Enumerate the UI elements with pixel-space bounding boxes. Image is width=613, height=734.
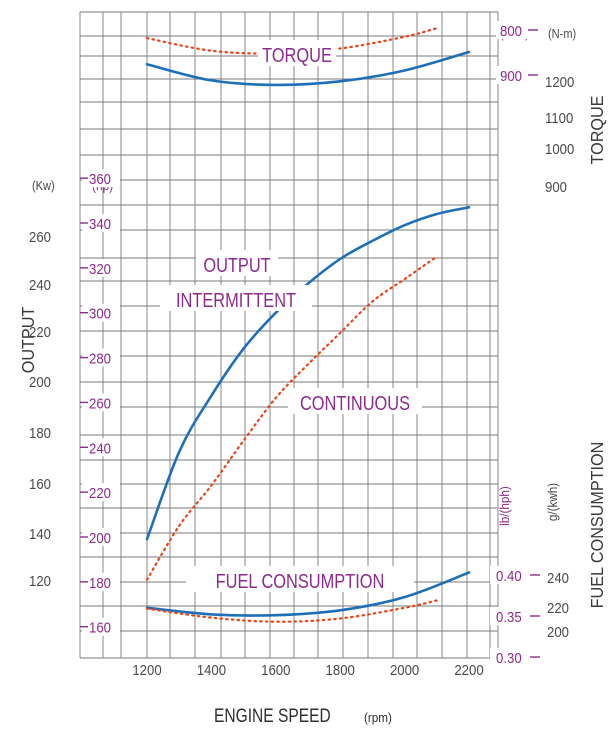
output-axis-title: OUTPUT [18, 306, 38, 373]
intermittent-label: INTERMITTENT [176, 288, 296, 311]
kw-tick-label: 220 [29, 323, 51, 340]
hp-tick-bg [82, 169, 120, 188]
hp-tick-label: 280 [89, 350, 111, 367]
torque-label-bg [258, 40, 336, 66]
hp-tick-bg [82, 483, 120, 502]
hp-tick-bg [82, 258, 120, 277]
lb-tick-bg [490, 607, 542, 625]
kw-tick-label: 140 [29, 525, 51, 542]
output-label: OUTPUT [203, 253, 270, 276]
kw-tick-label: 160 [29, 475, 51, 492]
g-kwh-tick-label: 240 [547, 569, 569, 586]
hp-tick-label: 160 [89, 619, 111, 636]
fuel-consumption-label: FUEL CONSUMPTION [216, 569, 385, 592]
lb-tick-label: 0.35 [496, 608, 522, 625]
kw-tick-label: 120 [29, 572, 51, 589]
chart-grid [79, 11, 499, 659]
output-label-bg [196, 250, 278, 276]
lbfft-tick-label: 800 [500, 22, 522, 39]
series-line-dotted-4 [145, 255, 438, 581]
x-tick-label: 1400 [197, 661, 226, 678]
hp-tick-label: 200 [89, 529, 111, 546]
chart-texts: TORQUE OUTPUT INTERMITTENT CONTINUOUS FUEL C… [18, 21, 607, 727]
kw-tick-label: 260 [29, 228, 51, 245]
hp-tick-label: 260 [89, 395, 111, 412]
continuous-label: CONTINUOUS [300, 391, 410, 414]
x-tick-label: 2000 [390, 661, 419, 678]
hp-tick-bg [82, 572, 120, 591]
g-kwh-tick-label: 220 [547, 599, 569, 616]
hp-tick-bg [82, 393, 120, 412]
hp-tick-bg [82, 617, 120, 636]
x-tick-label: 2200 [454, 661, 483, 678]
lb-tick-bg [490, 648, 542, 666]
nm-tick-label: 1000 [545, 140, 574, 157]
hp-tick-bg [82, 348, 120, 367]
x-tick-label: 1200 [132, 661, 161, 678]
hp-tick-label: 220 [89, 484, 111, 501]
hp-tick-label: 360 [89, 170, 111, 187]
x-tick-label: 1800 [326, 661, 355, 678]
hp-tick-bg [82, 528, 120, 546]
lbf-tick-bg [496, 66, 540, 84]
kw-tick-label: 200 [29, 373, 51, 390]
x-axis-title: ENGINE SPEED [214, 705, 331, 727]
x-tick-label: 1600 [261, 661, 290, 678]
intermittent-label-bg [160, 285, 312, 311]
g-kwh-tick-label: 200 [547, 623, 569, 640]
hp-tick-label: 300 [89, 305, 111, 322]
nm-unit: (N-m) [548, 26, 576, 41]
hp-tick-bg [82, 303, 120, 322]
hp-tick-label: 340 [89, 215, 111, 232]
nm-tick-label: 1100 [545, 109, 573, 126]
nm-tick-label: 1200 [545, 73, 574, 90]
lbf-tick-bg [496, 21, 540, 39]
hp-tick-label: 320 [89, 260, 111, 277]
hp-tick-bg [82, 214, 120, 232]
kw-tick-label: 240 [29, 276, 51, 293]
fuel-consumption-axis-title: FUEL CONSUMPTION [587, 442, 607, 609]
nm-tick-label: 900 [545, 178, 567, 195]
hp-tick-label: 180 [89, 574, 111, 591]
torque-label: TORQUE [262, 43, 332, 66]
kw-tick-label: 180 [29, 424, 51, 441]
x-axis-unit: (rpm) [364, 710, 392, 725]
continuous-label-bg [288, 388, 422, 414]
lbfft-tick-label: 900 [500, 67, 522, 84]
hp-tick-bg [82, 438, 120, 457]
series-line-solid-5 [145, 571, 471, 617]
fuel-label-bg [186, 566, 414, 592]
torque-axis-title: TORQUE [587, 96, 607, 165]
lb-tick-label: 0.30 [496, 649, 522, 666]
series-line-dotted-6 [145, 599, 438, 623]
kw-unit: (Kw) [32, 178, 55, 193]
g-kwh-unit: g/(kwh) [545, 483, 560, 521]
lb-hph-unit: lb/(hph) [497, 486, 512, 526]
lb-tick-bg [490, 566, 542, 584]
hp-tick-label: 240 [89, 439, 111, 456]
lb-tick-label: 0.40 [496, 567, 522, 584]
series-line-solid-1 [145, 50, 471, 87]
